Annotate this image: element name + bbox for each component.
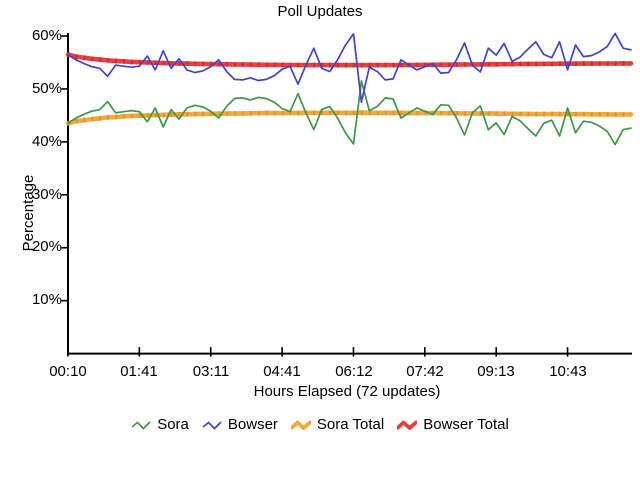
legend: Sora Bowser Sora Total Bowser Total xyxy=(0,416,640,433)
x-tick-label-0311: 03:11 xyxy=(192,363,230,380)
legend-label-bowser: Bowser xyxy=(227,416,278,433)
legend-item-sora: Sora xyxy=(131,416,189,433)
series-line-sora xyxy=(67,80,632,146)
x-tick-label-0010: 00:10 xyxy=(49,363,87,380)
y-tick-label-10: 10% xyxy=(31,291,62,308)
legend-label-sora-total: Sora Total xyxy=(316,416,385,433)
series-line-bowser xyxy=(67,32,632,104)
x-tick-label-0141: 01:41 xyxy=(120,363,158,380)
sora-line-icon xyxy=(131,420,151,430)
series-line-marks-sora-total xyxy=(67,110,631,126)
series-line-marks-bowser-total xyxy=(67,52,631,68)
chart-title: Poll Updates xyxy=(277,3,363,20)
x-tick-label-0742: 07:42 xyxy=(406,363,444,380)
x-tick-label-0441: 04:41 xyxy=(263,363,301,380)
x-tick-label-0913: 09:13 xyxy=(477,363,515,380)
bowser-line-icon xyxy=(202,420,222,430)
legend-label-sora: Sora xyxy=(157,416,189,433)
y-tick-label-40: 40% xyxy=(31,133,62,150)
sora-total-line-icon xyxy=(290,420,311,430)
x-tick-label-0612: 06:12 xyxy=(335,363,373,380)
legend-item-bowser-total: Bowser Total xyxy=(397,416,509,433)
legend-item-sora-total: Sora Total xyxy=(290,416,385,433)
y-tick-label-60: 60% xyxy=(31,27,62,44)
y-tick-label-30: 30% xyxy=(31,186,62,203)
legend-label-bowser-total: Bowser Total xyxy=(423,416,509,433)
y-tick-label-20: 20% xyxy=(31,238,62,255)
x-axis-title: Hours Elapsed (72 updates) xyxy=(253,383,441,400)
legend-item-bowser: Bowser xyxy=(202,416,278,433)
y-axis-title: Percentage xyxy=(20,174,37,252)
x-tick-label-1043: 10:43 xyxy=(549,363,587,380)
bowser-total-line-icon xyxy=(397,420,418,430)
y-tick-label-50: 50% xyxy=(31,80,62,97)
